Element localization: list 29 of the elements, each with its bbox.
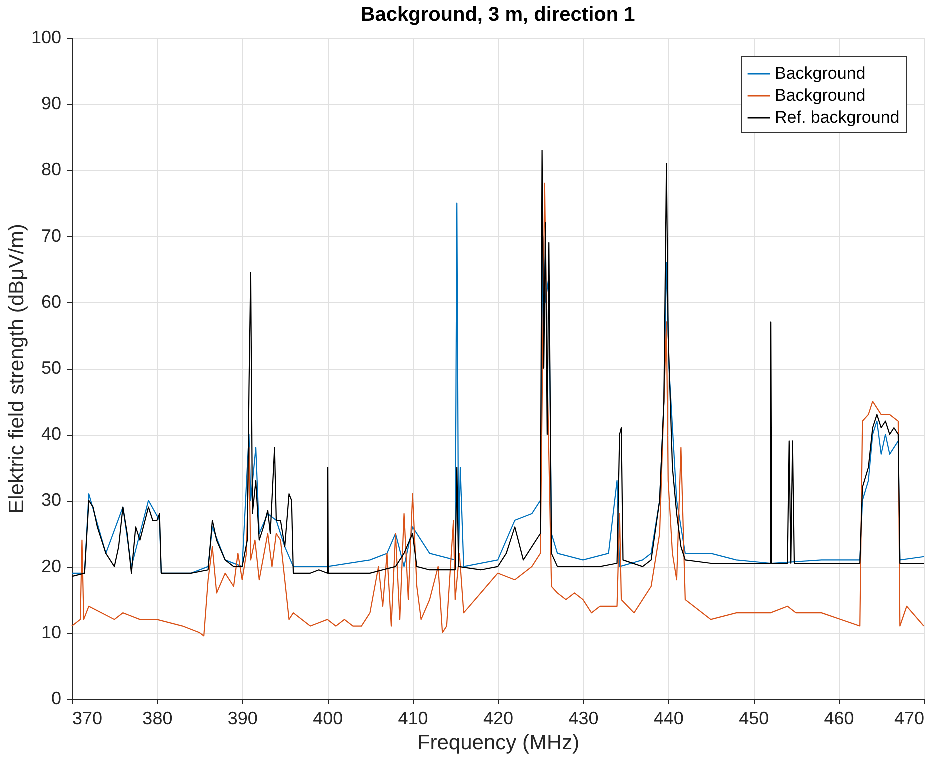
- x-tick-label: 450: [739, 708, 770, 728]
- x-tick-label: 460: [824, 708, 854, 728]
- y-tick-label: 20: [41, 556, 62, 576]
- x-axis-title: Frequency (MHz): [417, 732, 580, 754]
- line-series: [71, 182, 925, 637]
- x-tick-label: 390: [228, 708, 258, 728]
- y-tick-label: 0: [51, 688, 62, 708]
- y-tick-label: 70: [41, 226, 62, 246]
- y-tick-label: 10: [41, 622, 62, 642]
- x-tick-label: 370: [72, 708, 103, 728]
- y-tick-label: 30: [41, 490, 62, 510]
- y-tick-label: 80: [41, 160, 62, 180]
- chart-title: Background, 3 m, direction 1: [360, 4, 636, 26]
- x-tick-label: 440: [654, 708, 684, 728]
- legend-label: Background: [775, 86, 866, 105]
- legend-label: Background: [775, 64, 866, 83]
- x-tick-label: 380: [142, 708, 173, 728]
- x-tick-label: 430: [568, 708, 599, 728]
- x-tick-label: 470: [894, 708, 924, 728]
- legend-label: Ref. background: [775, 108, 900, 127]
- y-axis-title: Elektric field strength (dBμV/m): [5, 224, 28, 514]
- x-tick-label: 410: [398, 708, 428, 728]
- y-tick-label: 100: [31, 28, 62, 48]
- y-tick-label: 60: [41, 292, 62, 312]
- y-tick-label: 90: [41, 94, 62, 114]
- x-tick-label: 420: [483, 708, 514, 728]
- y-tick-label: 50: [41, 358, 62, 378]
- x-tick-label: 400: [313, 708, 344, 728]
- y-tick-label: 40: [41, 424, 62, 444]
